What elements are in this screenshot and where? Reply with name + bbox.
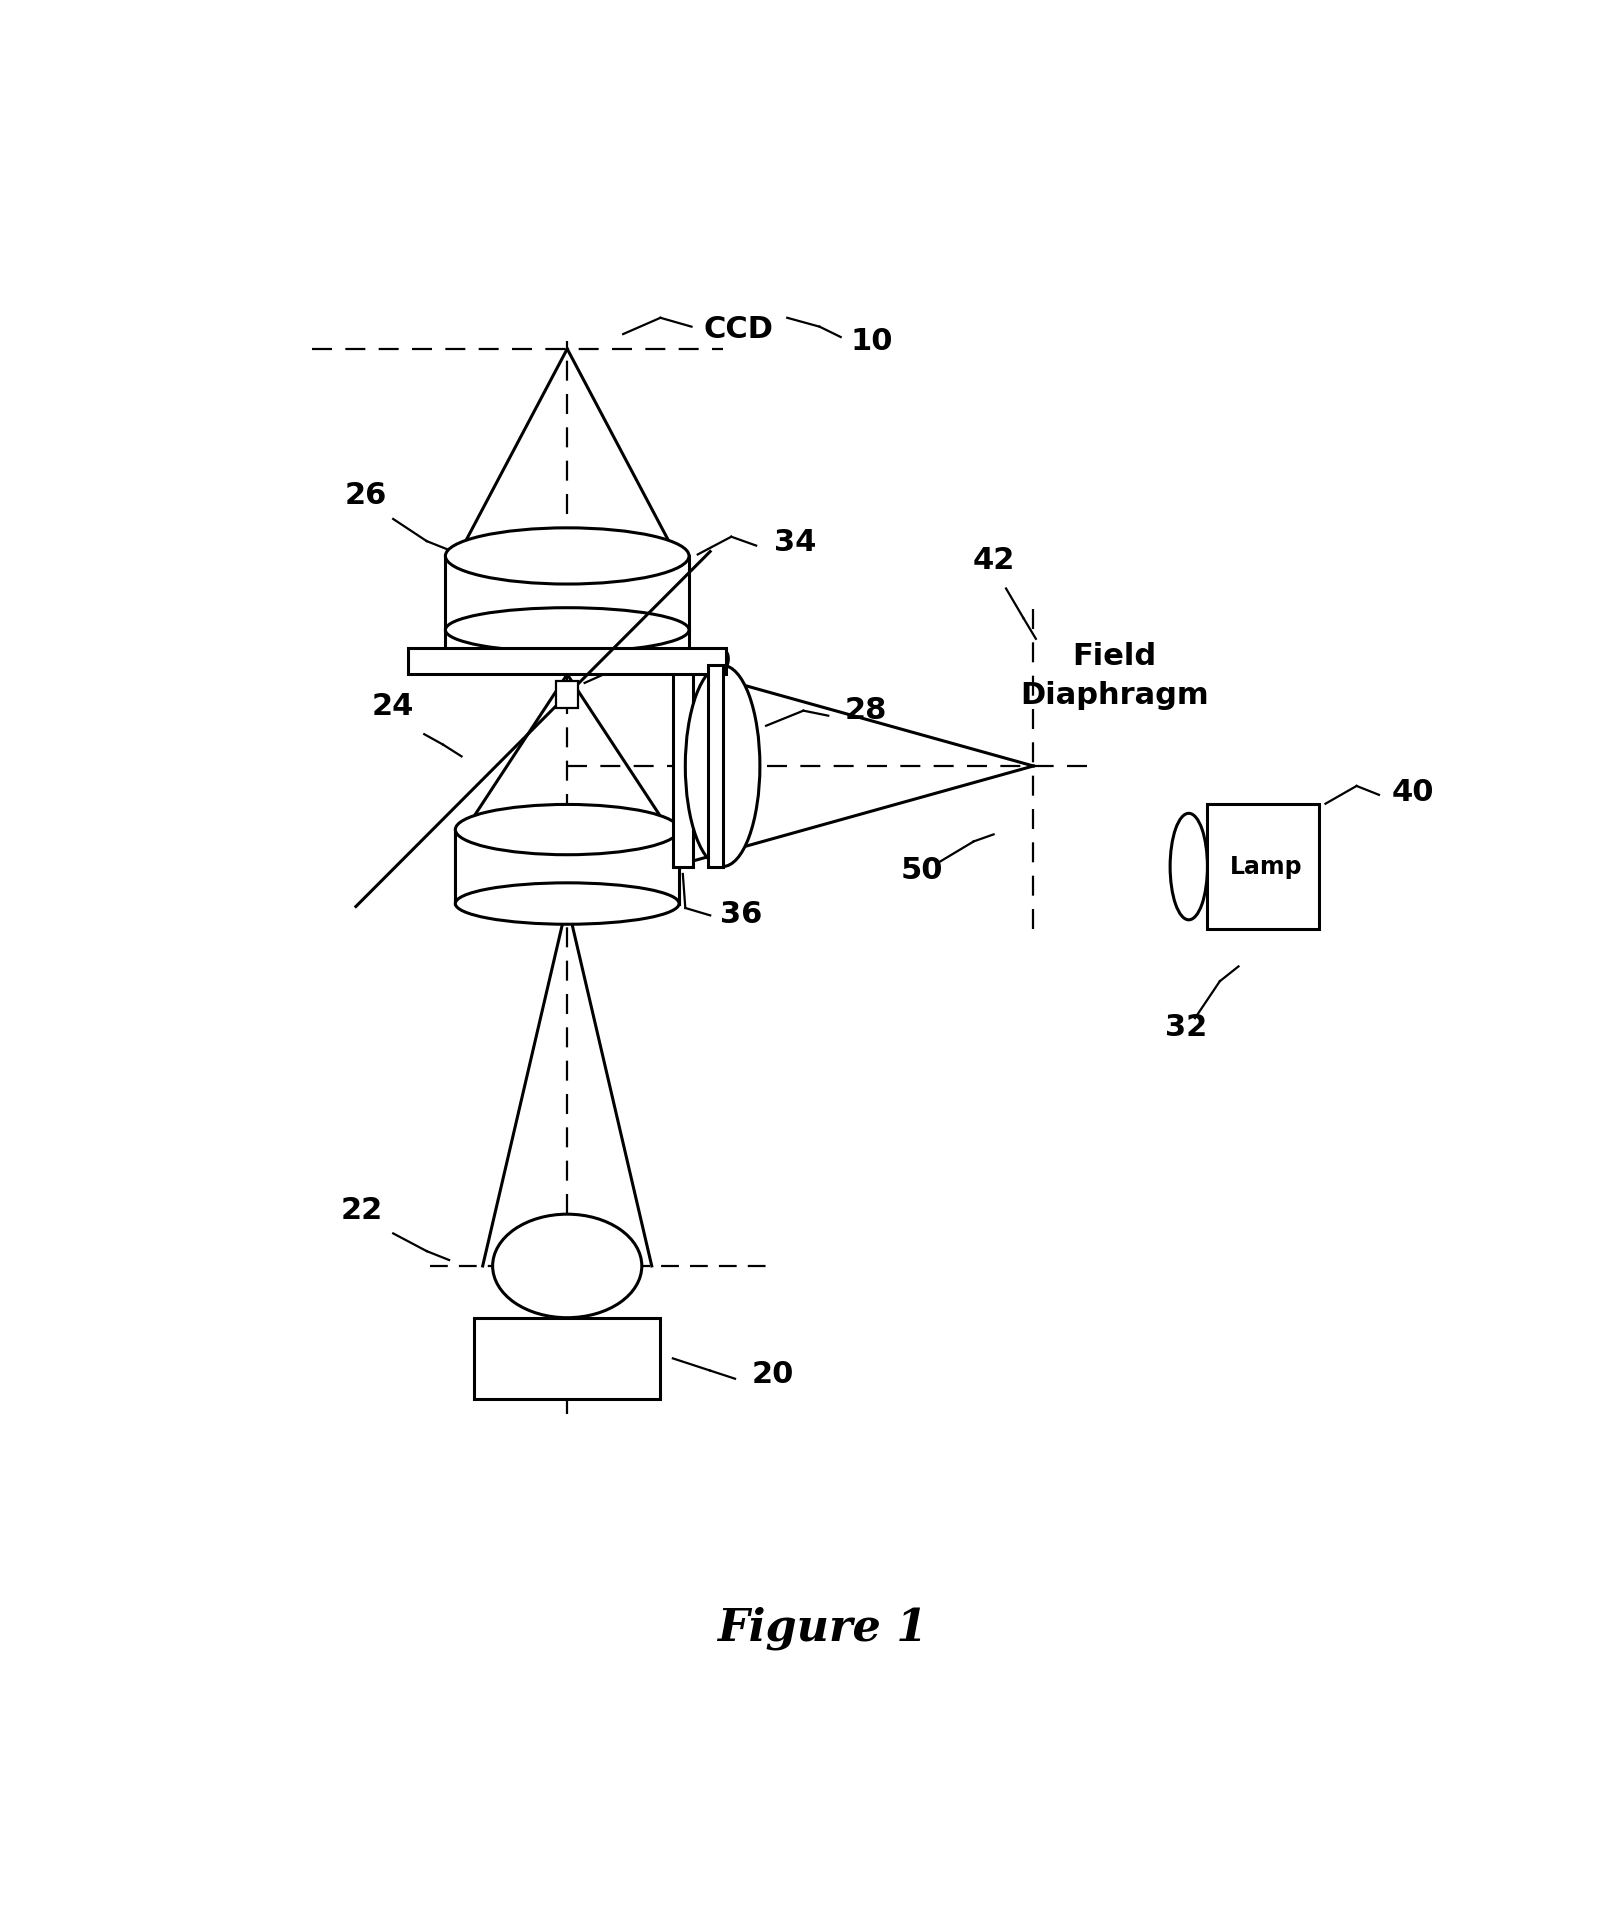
Text: 24: 24: [372, 692, 414, 720]
Text: CCD: CCD: [704, 315, 775, 344]
Bar: [446, 555, 690, 630]
Text: 30: 30: [690, 647, 731, 676]
Text: Figure 1: Figure 1: [717, 1606, 927, 1650]
Text: 50: 50: [900, 855, 943, 886]
Text: 32: 32: [1165, 1012, 1208, 1041]
Text: 42: 42: [972, 546, 1015, 574]
Ellipse shape: [492, 1214, 642, 1318]
Bar: [475, 1318, 661, 1398]
Text: Lamp: Lamp: [1230, 855, 1302, 878]
Text: 34: 34: [773, 528, 816, 557]
Text: Field: Field: [1071, 642, 1156, 672]
Text: 10: 10: [850, 327, 893, 355]
Text: 22: 22: [342, 1195, 383, 1224]
Ellipse shape: [456, 805, 678, 855]
Bar: [407, 647, 727, 674]
Text: 26: 26: [345, 480, 387, 511]
Bar: [456, 830, 678, 903]
Bar: [557, 682, 579, 709]
Bar: [1208, 803, 1318, 930]
Ellipse shape: [446, 607, 690, 651]
Ellipse shape: [446, 528, 690, 584]
Ellipse shape: [1171, 813, 1208, 920]
Ellipse shape: [456, 884, 678, 924]
Bar: [707, 665, 723, 866]
Text: 20: 20: [751, 1360, 794, 1389]
Text: 40: 40: [1391, 778, 1434, 807]
Ellipse shape: [685, 665, 760, 866]
Text: 28: 28: [844, 695, 887, 724]
Text: 36: 36: [720, 899, 762, 928]
Bar: [674, 665, 693, 866]
Text: Diaphragm: Diaphragm: [1020, 680, 1208, 711]
